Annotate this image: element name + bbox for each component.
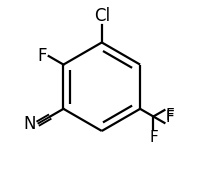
- Text: F: F: [38, 47, 47, 65]
- Text: F: F: [149, 130, 158, 145]
- Text: F: F: [166, 108, 174, 123]
- Text: F: F: [166, 110, 174, 125]
- Text: N: N: [24, 115, 36, 133]
- Text: Cl: Cl: [94, 7, 110, 25]
